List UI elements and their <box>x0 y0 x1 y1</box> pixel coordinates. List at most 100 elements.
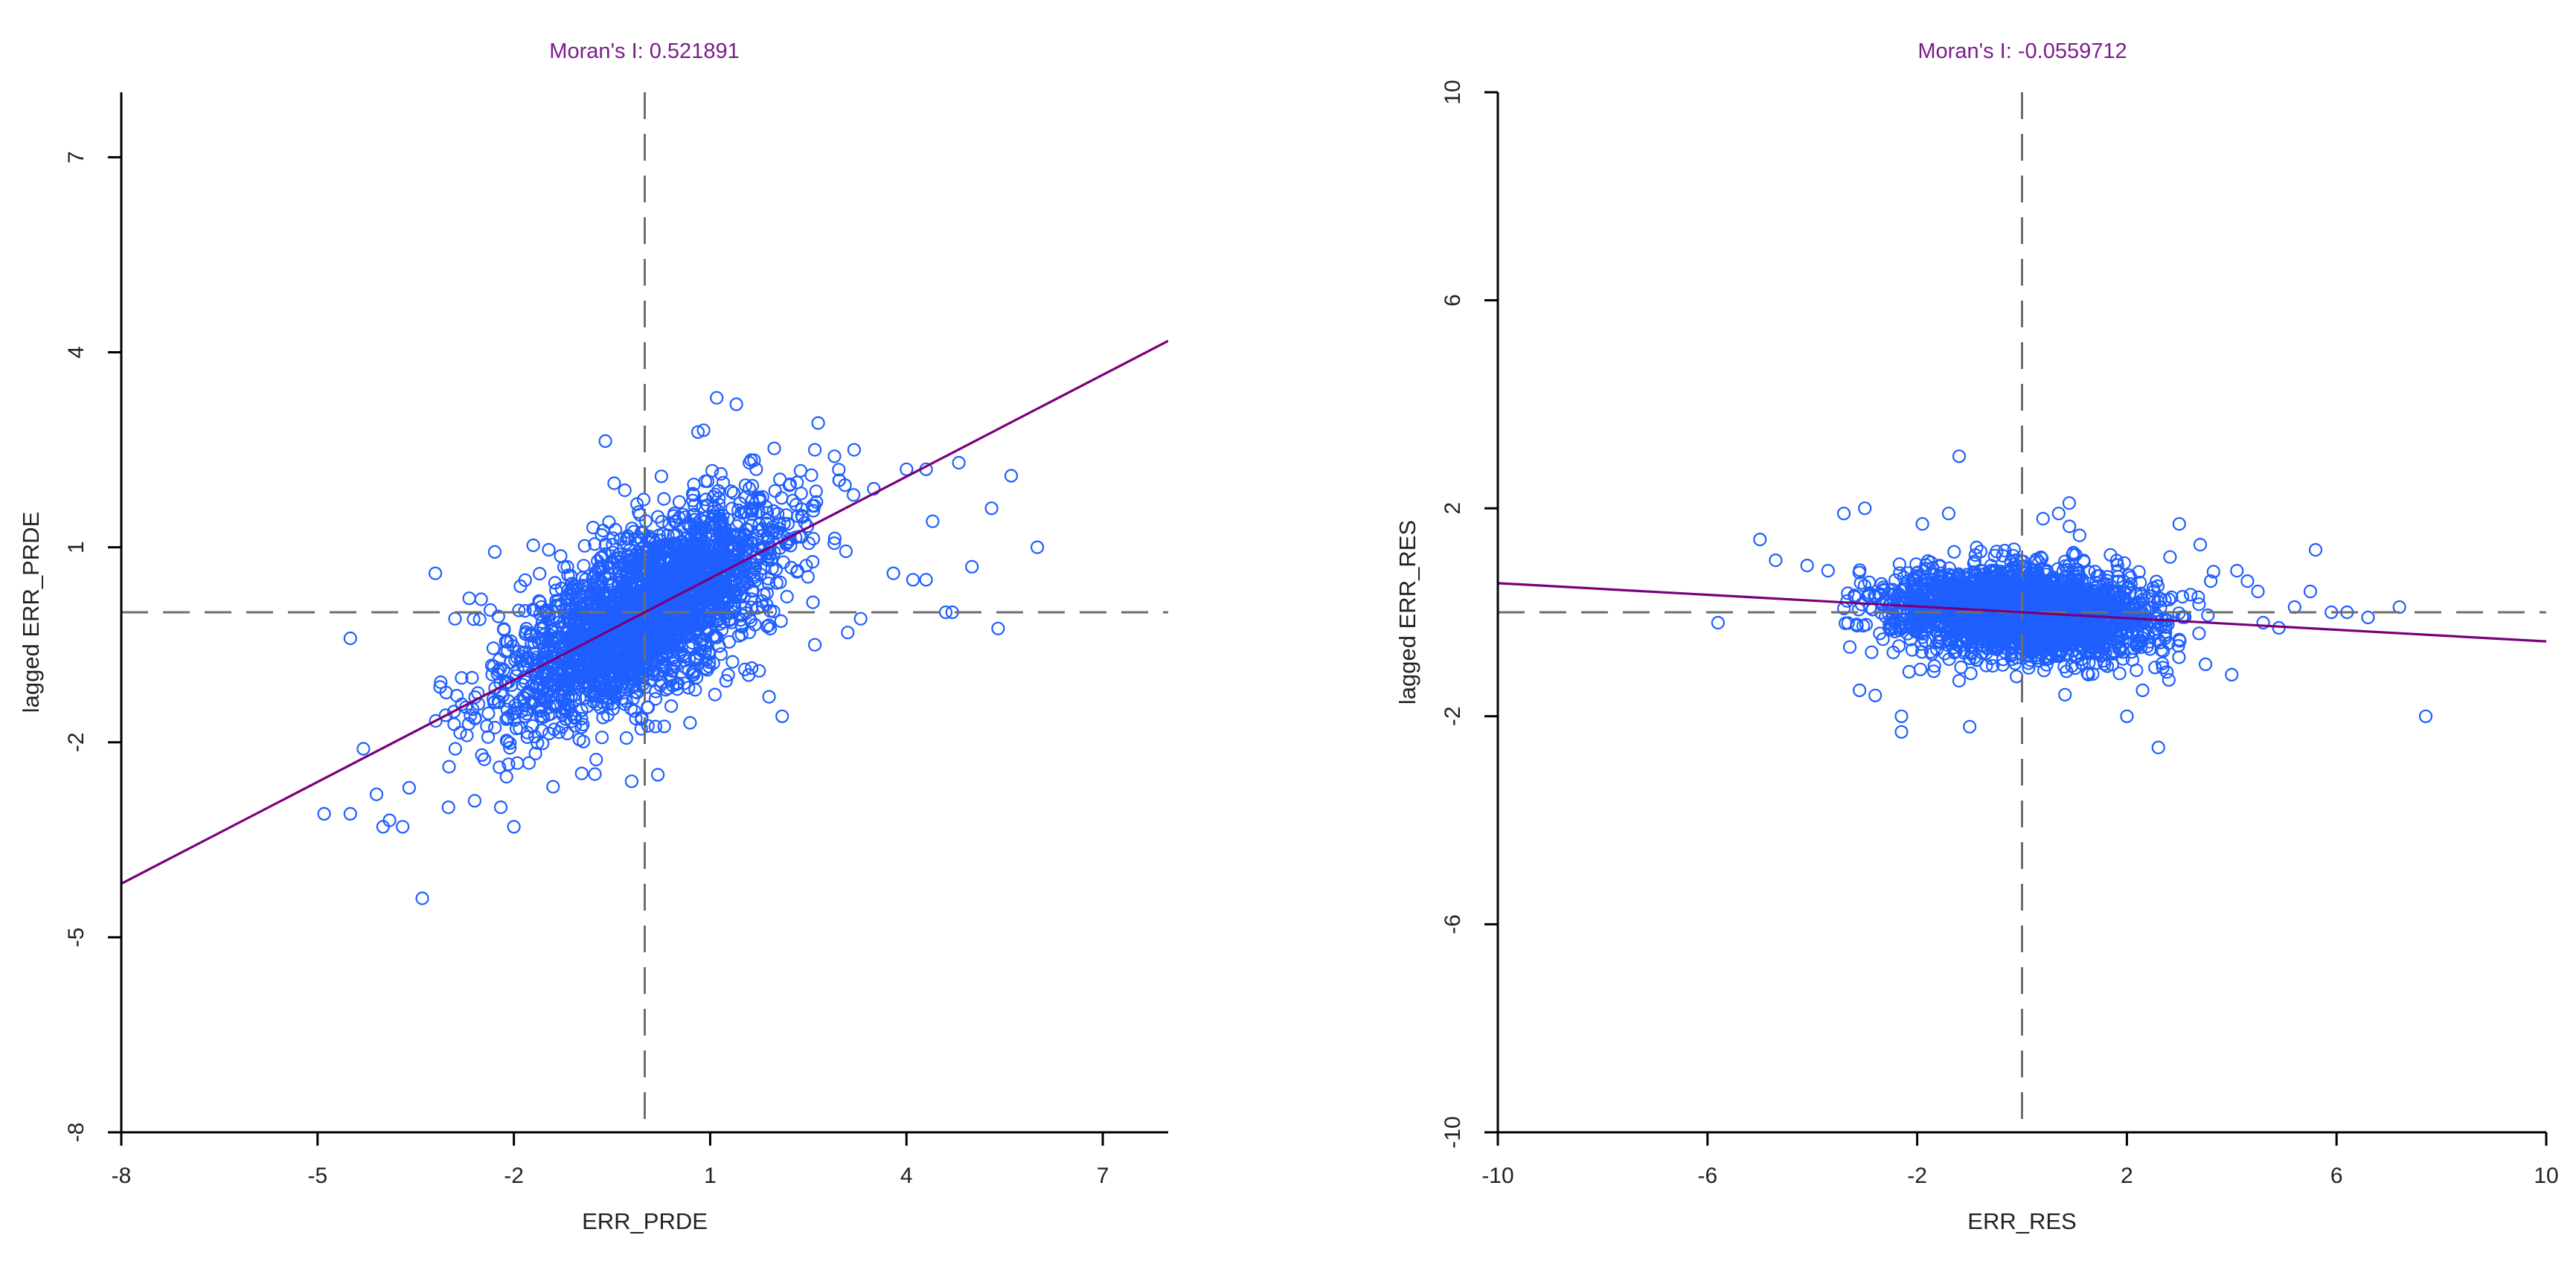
data-point <box>846 488 861 502</box>
data-point <box>752 504 766 519</box>
data-point <box>712 491 726 505</box>
data-point <box>507 820 521 834</box>
data-point <box>1839 616 1853 630</box>
data-point <box>513 579 528 594</box>
data-point <box>684 537 698 551</box>
data-point <box>720 548 734 563</box>
data-point <box>442 760 456 774</box>
data-point <box>519 650 534 664</box>
data-point <box>655 514 669 529</box>
data-point <box>703 603 718 617</box>
data-point <box>510 756 525 770</box>
data-point <box>736 580 750 594</box>
data-point <box>685 487 700 501</box>
data-point <box>480 719 494 734</box>
data-point <box>448 742 463 756</box>
data-point <box>561 568 575 583</box>
data-point <box>795 510 810 524</box>
data-point <box>2171 638 2185 653</box>
data-point <box>565 577 579 591</box>
data-point <box>629 630 644 644</box>
data-point <box>460 728 474 742</box>
data-point <box>1841 586 1855 600</box>
data-point <box>729 578 743 593</box>
data-point <box>809 484 823 498</box>
data-point <box>770 524 785 539</box>
data-point <box>516 658 531 673</box>
data-point <box>1970 540 1984 555</box>
data-point <box>513 694 527 708</box>
data-point <box>2130 663 2144 678</box>
data-point <box>2134 586 2148 600</box>
data-point <box>2176 589 2190 604</box>
data-point <box>789 498 804 512</box>
data-point <box>554 549 568 563</box>
data-point <box>2123 586 2137 600</box>
data-point <box>687 507 701 522</box>
data-point <box>641 559 656 573</box>
data-point <box>560 726 574 741</box>
data-point <box>1909 557 1923 571</box>
data-point <box>678 660 692 675</box>
data-point <box>1842 640 1857 654</box>
data-point <box>764 553 778 567</box>
data-point <box>513 721 527 735</box>
data-point <box>467 794 482 808</box>
data-point <box>474 592 488 606</box>
data-point <box>516 678 530 692</box>
y-axis-label: lagged ERR_PRDE <box>18 512 44 713</box>
data-point <box>624 702 638 716</box>
data-point <box>643 530 657 544</box>
data-point <box>708 519 723 533</box>
data-point <box>343 631 357 646</box>
data-point <box>1882 607 1896 621</box>
data-point <box>726 486 741 500</box>
data-point <box>564 665 579 679</box>
data-point <box>1926 664 1941 678</box>
data-point <box>493 800 508 815</box>
data-point <box>486 641 501 655</box>
data-point <box>612 647 627 661</box>
data-point <box>614 625 628 639</box>
data-point <box>493 760 507 774</box>
data-point <box>584 597 598 611</box>
data-point <box>806 504 821 518</box>
data-point <box>1964 667 1978 681</box>
data-point <box>762 690 776 704</box>
data-point <box>589 752 603 767</box>
data-point <box>841 626 855 640</box>
data-point <box>2063 519 2077 533</box>
data-point <box>600 669 615 683</box>
data-point <box>853 612 868 626</box>
data-point <box>568 580 583 594</box>
data-point <box>626 601 640 616</box>
data-point <box>685 493 700 507</box>
data-point <box>952 455 966 470</box>
data-point <box>525 678 539 693</box>
x-axis-label: ERR_PRDE <box>582 1208 708 1234</box>
x-tick-label: -5 <box>307 1164 327 1188</box>
data-point <box>493 661 507 676</box>
data-point <box>1907 572 1921 586</box>
data-point <box>699 626 714 641</box>
data-point <box>748 574 762 588</box>
data-point <box>621 567 635 581</box>
data-point <box>685 560 699 575</box>
data-point <box>586 520 600 535</box>
data-point <box>506 639 520 653</box>
x-tick-label: -2 <box>504 1164 524 1188</box>
data-point <box>574 703 589 718</box>
data-point <box>793 463 808 478</box>
data-point <box>1886 645 1900 660</box>
data-point <box>446 705 461 719</box>
data-point <box>491 664 505 678</box>
data-point <box>609 681 623 695</box>
data-point <box>611 580 626 594</box>
data-point <box>919 573 933 587</box>
data-point <box>699 493 713 507</box>
data-point <box>376 820 390 834</box>
data-point <box>584 617 598 632</box>
data-point <box>621 560 635 574</box>
data-point <box>1892 557 1906 571</box>
